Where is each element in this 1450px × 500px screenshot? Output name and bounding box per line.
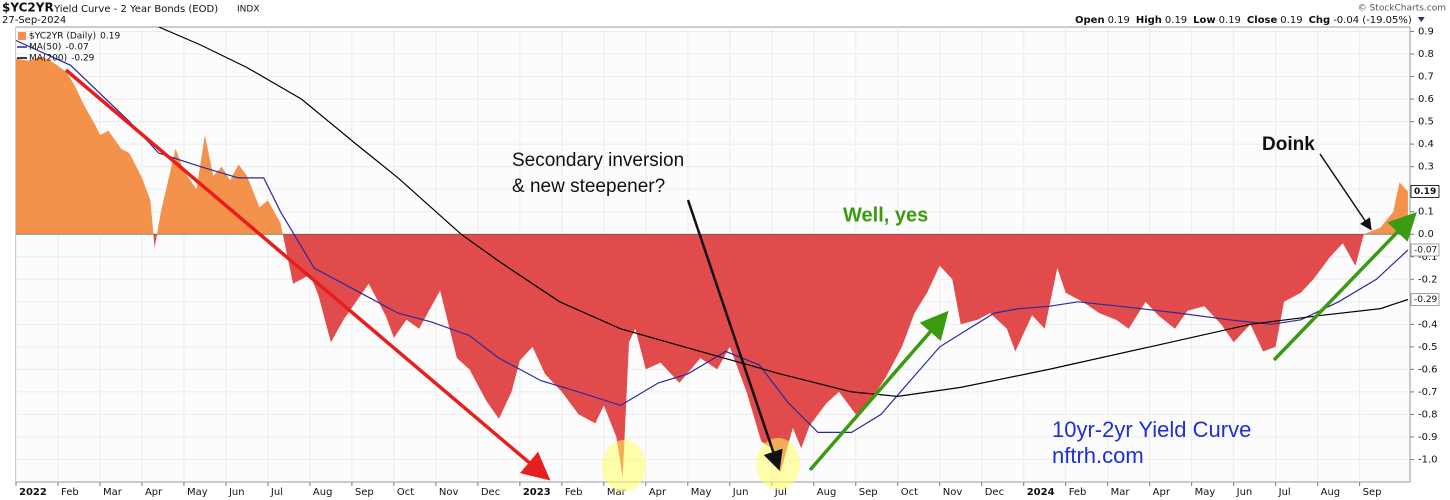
x-tick-label: Oct: [397, 487, 414, 498]
legend-label: $YC2YR (Daily): [29, 32, 96, 42]
quote-label: Chg: [1309, 15, 1331, 26]
copyright: © StockCharts.com: [1358, 4, 1446, 14]
y-tick-label: 0.3: [1418, 162, 1434, 173]
x-tick-label: Dec: [985, 487, 1004, 498]
x-tick-label: Jul: [774, 487, 787, 498]
annotations: Secondary inversion & new steepener? Wel…: [64, 68, 1417, 492]
y-tick-label: 0.9: [1418, 27, 1434, 38]
x-tick-label: Apr: [1153, 487, 1171, 498]
x-tick-label: Jul: [1278, 487, 1291, 498]
x-tick-label: Jul: [270, 487, 283, 498]
x-tick-label: May: [691, 487, 712, 498]
y-tick-label: -0.5: [1418, 342, 1438, 353]
x-tick-label: Sep: [355, 487, 374, 498]
x-tick-label: Feb: [565, 487, 583, 498]
x-tick-label: Nov: [439, 487, 459, 498]
x-tick-label: 2023: [523, 487, 551, 498]
quote-label: Low: [1193, 15, 1215, 26]
x-tick-label: 2022: [19, 487, 47, 498]
quote-value: 0.19: [1165, 15, 1187, 26]
x-tick-label: Sep: [1363, 487, 1382, 498]
annotation: nftrh.com: [1052, 443, 1144, 468]
x-tick-label: Apr: [145, 487, 163, 498]
y-tick-label: 0.6: [1418, 94, 1434, 105]
x-tick-label: Sep: [859, 487, 878, 498]
legend-value: -0.29: [71, 54, 95, 64]
value-badge-label: -0.29: [1414, 295, 1438, 305]
quote-label: Open: [1075, 15, 1105, 26]
highlight: [602, 440, 646, 492]
y-tick-label: -0.9: [1418, 432, 1438, 443]
value-badge: [1410, 185, 1440, 198]
quote-label: High: [1136, 15, 1162, 26]
x-tick-label: Mar: [103, 487, 123, 498]
value-badge-label: 0.19: [1414, 187, 1436, 197]
y-tick-label: -0.7: [1418, 387, 1438, 398]
quote: Open 0.19 High 0.19 Low 0.19 Close 0.19 Chg -0.04…: [1075, 15, 1425, 26]
y-tick-label: 0.0: [1418, 229, 1434, 240]
y-tick-label: 0.7: [1418, 72, 1434, 83]
legend-label: MA(50): [29, 43, 61, 53]
legend-swatch: [18, 32, 26, 40]
y-tick-label: -0.4: [1418, 319, 1438, 330]
date: 27-Sep-2024: [2, 15, 66, 26]
x-tick-label: Oct: [901, 487, 918, 498]
x-tick-label: Aug: [1321, 487, 1341, 498]
x-tick-label: Dec: [481, 487, 500, 498]
y-tick-label: 0.1: [1418, 207, 1434, 218]
annotation: Secondary inversion: [512, 150, 684, 171]
value-badge: [1410, 293, 1440, 306]
y-tick-label: -1.0: [1418, 454, 1438, 465]
annotation: Doink: [1262, 134, 1315, 155]
y-tick-label: 0.4: [1418, 139, 1434, 150]
arrow: [686, 199, 783, 471]
x-tick-label: May: [1195, 487, 1216, 498]
quote-value: 0.19: [1219, 15, 1241, 26]
legend-label: MA(200): [29, 54, 67, 64]
annotation: 10yr-2yr Yield Curve: [1052, 417, 1251, 442]
x-tick-label: Aug: [313, 487, 333, 498]
legend-value: 0.19: [100, 32, 120, 42]
arrow: [1272, 211, 1417, 362]
x-tick-label: Nov: [943, 487, 963, 498]
x-tick-label: Feb: [1069, 487, 1087, 498]
x-tick-label: Jun: [228, 487, 245, 498]
value-badge-label: -0.07: [1414, 245, 1437, 255]
x-tick-label: Jun: [1236, 487, 1253, 498]
value-badge: [1410, 243, 1440, 257]
y-tick-label: 0.5: [1418, 117, 1434, 128]
y-tick-label: -0.8: [1418, 409, 1438, 420]
x-tick-label: May: [187, 487, 208, 498]
y-tick-label: -0.2: [1418, 274, 1438, 285]
annotation: Well, yes: [843, 204, 928, 226]
y-tick-label: -0.1: [1418, 252, 1438, 263]
quote-value: 0.19: [1108, 15, 1130, 26]
y-tick-label: -0.6: [1418, 364, 1438, 375]
annotation: & new steepener?: [512, 176, 665, 197]
description: Yield Curve - 2 Year Bonds (EOD): [53, 4, 218, 15]
ma-line: [158, 27, 1409, 398]
legend-value: -0.07: [65, 43, 88, 53]
x-tick-label: Feb: [61, 487, 79, 498]
symbol: $YC2YR: [2, 1, 54, 15]
x-tick-label: Mar: [607, 487, 627, 498]
dropdown: [1417, 17, 1425, 22]
x-tick-label: Jun: [732, 487, 749, 498]
x-tick-label: Apr: [649, 487, 667, 498]
x-tick-label: Mar: [1111, 487, 1131, 498]
quote-value: 0.19: [1280, 15, 1302, 26]
arrow: [808, 310, 949, 472]
quote-label: Close: [1247, 15, 1278, 26]
x-tick-label: Aug: [817, 487, 837, 498]
quote-value: -0.04 (-19.05%): [1333, 15, 1412, 26]
arrow: [64, 68, 551, 481]
arrow: [1319, 153, 1372, 231]
x-tick-label: 2024: [1027, 487, 1055, 498]
axes: 2022 Feb Mar Apr May Jun Jul Aug Sep Oct Nov Dec 202…: [15, 27, 1440, 498]
exchange: INDX: [237, 5, 259, 15]
y-tick-label: 0.8: [1418, 49, 1434, 60]
